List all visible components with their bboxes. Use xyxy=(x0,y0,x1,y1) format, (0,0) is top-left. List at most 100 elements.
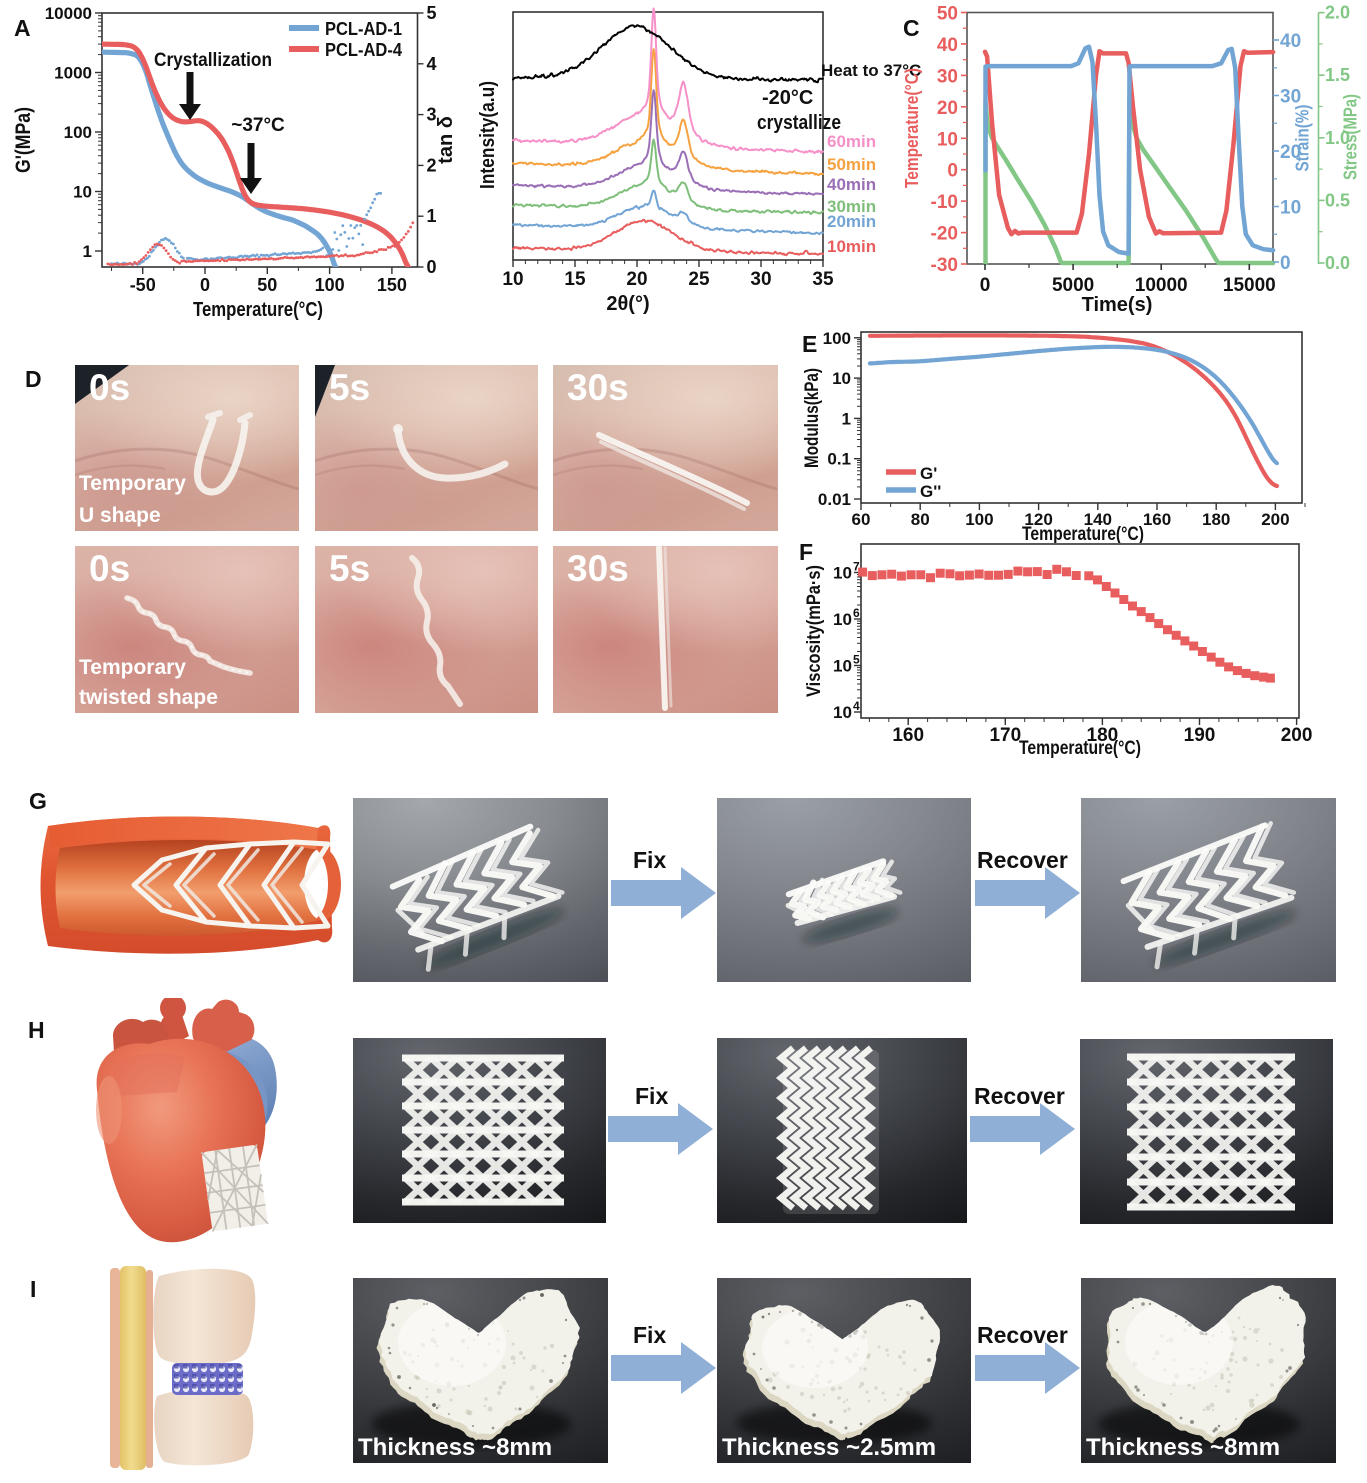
svg-text:180: 180 xyxy=(1202,510,1230,529)
svg-text:PCL-AD-1: PCL-AD-1 xyxy=(325,19,402,39)
svg-text:Stress(MPa): Stress(MPa) xyxy=(1341,94,1361,180)
svg-text:Temperature(°C): Temperature(°C) xyxy=(193,299,323,321)
svg-text:0: 0 xyxy=(1280,253,1291,274)
svg-text:0.01: 0.01 xyxy=(818,490,851,509)
svg-text:7: 7 xyxy=(853,560,860,574)
svg-text:10000: 10000 xyxy=(1135,275,1188,296)
svg-text:20min: 20min xyxy=(827,212,876,231)
svg-text:Crystallization: Crystallization xyxy=(154,50,272,71)
svg-text:50min: 50min xyxy=(827,155,876,174)
svg-text:2: 2 xyxy=(427,155,437,175)
svg-text:40min: 40min xyxy=(827,175,876,194)
svg-text:1: 1 xyxy=(842,409,851,428)
svg-text:A: A xyxy=(14,15,31,41)
svg-text:10: 10 xyxy=(833,564,852,583)
svg-text:100: 100 xyxy=(315,275,345,295)
svg-text:160: 160 xyxy=(1143,510,1171,529)
svg-text:100: 100 xyxy=(823,329,851,348)
svg-text:20: 20 xyxy=(626,269,647,290)
svg-text:10: 10 xyxy=(1280,198,1301,219)
svg-text:80: 80 xyxy=(911,510,930,529)
svg-text:tan δ: tan δ xyxy=(435,116,457,164)
svg-text:10: 10 xyxy=(502,269,523,290)
svg-text:10: 10 xyxy=(937,129,958,150)
svg-text:10min: 10min xyxy=(827,237,876,256)
svg-text:10: 10 xyxy=(833,703,852,722)
svg-text:~37°C: ~37°C xyxy=(231,115,285,136)
svg-text:0.0: 0.0 xyxy=(1325,253,1350,273)
svg-text:Intensity(a.u): Intensity(a.u) xyxy=(477,81,499,189)
svg-text:4: 4 xyxy=(853,699,860,713)
svg-text:-50: -50 xyxy=(130,275,156,295)
svg-text:5000: 5000 xyxy=(1052,275,1094,296)
svg-text:60: 60 xyxy=(852,510,871,529)
svg-text:-10: -10 xyxy=(931,192,958,213)
svg-text:10: 10 xyxy=(73,183,92,202)
svg-text:G'(MPa): G'(MPa) xyxy=(12,107,35,173)
svg-text:C: C xyxy=(903,15,920,41)
svg-text:0: 0 xyxy=(947,161,958,182)
svg-text:1.5: 1.5 xyxy=(1325,65,1350,85)
svg-text:0.5: 0.5 xyxy=(1325,190,1350,210)
svg-text:5: 5 xyxy=(427,3,437,23)
svg-text:15: 15 xyxy=(564,269,586,290)
svg-text:PCL-AD-4: PCL-AD-4 xyxy=(325,40,402,60)
svg-text:5: 5 xyxy=(853,653,860,667)
svg-text:30min: 30min xyxy=(827,197,876,216)
svg-text:200: 200 xyxy=(1281,725,1313,746)
svg-text:60min: 60min xyxy=(827,132,876,151)
svg-text:0: 0 xyxy=(980,275,991,296)
svg-text:25: 25 xyxy=(688,269,710,290)
svg-text:100: 100 xyxy=(965,510,993,529)
svg-text:4: 4 xyxy=(427,54,437,74)
svg-text:0: 0 xyxy=(427,257,437,277)
svg-text:-20: -20 xyxy=(931,224,958,245)
svg-text:Temperature(°C): Temperature(°C) xyxy=(1022,524,1144,543)
svg-text:G'': G'' xyxy=(920,482,941,501)
svg-text:160: 160 xyxy=(892,725,924,746)
svg-text:20: 20 xyxy=(937,98,958,119)
svg-text:100: 100 xyxy=(64,123,92,142)
svg-text:G': G' xyxy=(920,464,937,483)
svg-text:1: 1 xyxy=(427,206,437,226)
svg-text:Modulus(kPa): Modulus(kPa) xyxy=(802,368,823,468)
svg-text:20: 20 xyxy=(1280,142,1301,163)
svg-text:30: 30 xyxy=(750,269,771,290)
svg-text:0: 0 xyxy=(200,275,210,295)
svg-text:Temperature(°C): Temperature(°C) xyxy=(902,68,922,188)
svg-text:crystallize: crystallize xyxy=(757,112,841,134)
svg-text:Strain(%): Strain(%) xyxy=(1293,105,1313,172)
svg-text:120: 120 xyxy=(1024,510,1052,529)
svg-text:Heat to 37°C: Heat to 37°C xyxy=(821,61,921,80)
svg-text:180: 180 xyxy=(1087,725,1119,746)
svg-text:140: 140 xyxy=(1084,510,1112,529)
svg-text:6: 6 xyxy=(853,606,860,620)
svg-text:15000: 15000 xyxy=(1223,275,1276,296)
svg-text:50: 50 xyxy=(257,275,277,295)
svg-text:-20°C: -20°C xyxy=(762,87,813,109)
svg-text:30: 30 xyxy=(937,66,958,87)
svg-text:Temperature(°C): Temperature(°C) xyxy=(1019,738,1141,759)
svg-text:0.1: 0.1 xyxy=(827,450,851,469)
svg-text:3: 3 xyxy=(427,105,437,125)
svg-text:1000: 1000 xyxy=(54,64,92,83)
svg-text:190: 190 xyxy=(1184,725,1216,746)
svg-text:35: 35 xyxy=(812,269,834,290)
svg-text:Viscosity(mPa·s): Viscosity(mPa·s) xyxy=(804,565,825,697)
svg-text:10000: 10000 xyxy=(45,4,92,23)
svg-text:E: E xyxy=(802,331,817,357)
svg-text:40: 40 xyxy=(1280,31,1301,52)
svg-text:1: 1 xyxy=(83,242,92,261)
svg-text:-30: -30 xyxy=(931,255,958,276)
svg-text:170: 170 xyxy=(989,725,1021,746)
svg-text:10: 10 xyxy=(832,369,851,388)
svg-text:Time(s): Time(s) xyxy=(1082,294,1153,316)
svg-text:200: 200 xyxy=(1261,510,1289,529)
svg-text:10: 10 xyxy=(833,657,852,676)
svg-text:30: 30 xyxy=(1280,87,1301,108)
svg-text:50: 50 xyxy=(937,4,958,25)
svg-text:40: 40 xyxy=(937,35,958,56)
svg-text:1.0: 1.0 xyxy=(1325,128,1350,148)
svg-text:2.0: 2.0 xyxy=(1325,3,1350,23)
svg-text:F: F xyxy=(799,539,813,565)
